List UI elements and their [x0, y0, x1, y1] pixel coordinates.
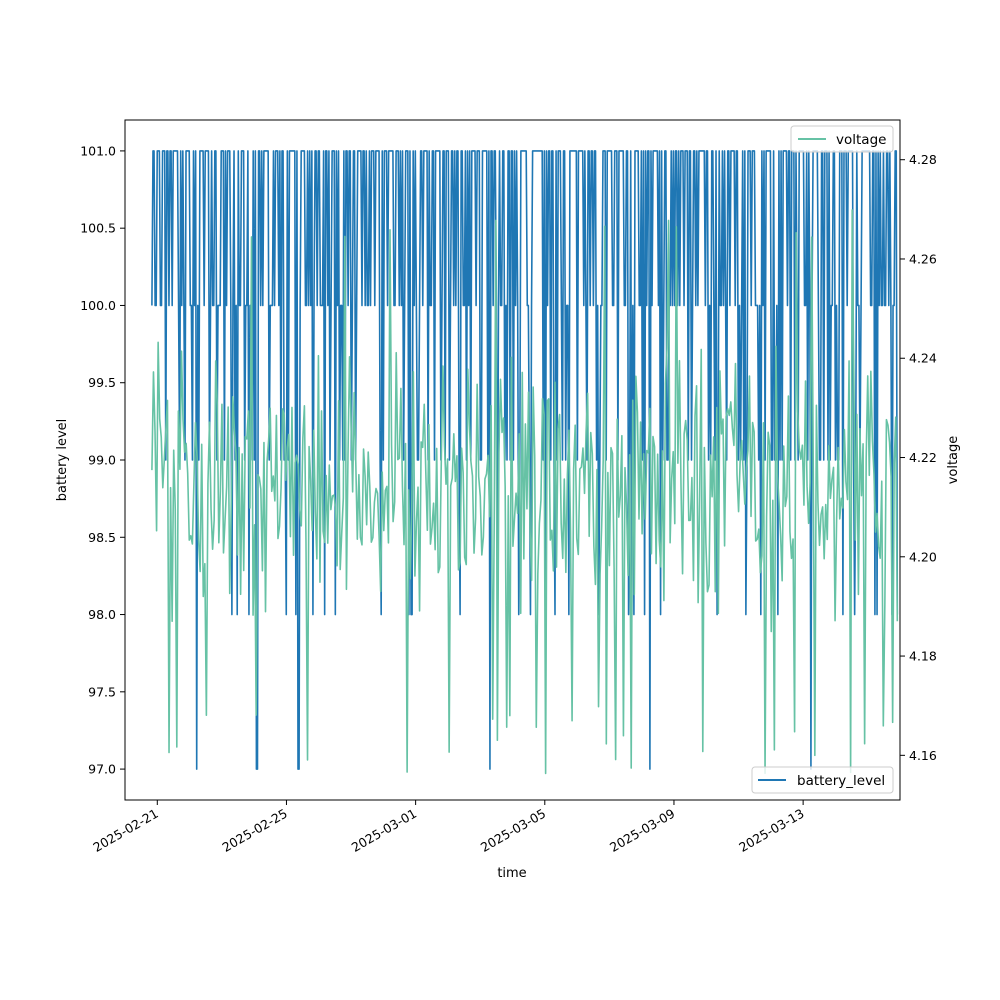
y-right-tick-label: 4.24 — [909, 351, 937, 366]
legend-voltage-box — [790, 125, 894, 153]
y-axis-left: 97.0 97.5 98.0 98.5 99.0 99.5 100.0 100.5 101.0 — [80, 143, 125, 777]
legend-battery-level-label: battery_level — [797, 773, 885, 789]
series-voltage-line — [151, 209, 899, 775]
y-right-tick-label: 4.18 — [909, 649, 937, 664]
legend-voltage-label: voltage — [836, 132, 886, 148]
legend-battery-level-box — [751, 766, 894, 794]
y-axis-left-label: battery level — [55, 419, 70, 502]
y-left-tick-label: 100.5 — [80, 221, 116, 236]
y-left-tick-label: 97.0 — [88, 762, 116, 777]
legend-voltage: voltage — [790, 125, 894, 153]
y-left-tick-label: 98.0 — [88, 607, 116, 622]
y-right-tick-label: 4.16 — [909, 748, 937, 763]
y-axis-right: 4.16 4.18 4.20 4.22 4.24 4.26 4.28 — [900, 152, 937, 763]
legend-battery-level: battery_level — [751, 766, 894, 794]
y-left-tick-label: 97.5 — [88, 684, 116, 699]
y-left-tick-label: 99.5 — [88, 375, 116, 390]
y-left-tick-label: 100.0 — [80, 298, 116, 313]
y-right-tick-label: 4.22 — [909, 450, 937, 465]
x-axis-label: time — [497, 866, 526, 881]
y-left-tick-label: 98.5 — [88, 530, 116, 545]
y-left-tick-label: 99.0 — [88, 453, 116, 468]
y-left-tick-label: 101.0 — [80, 143, 116, 158]
plot-content — [151, 150, 899, 775]
y-right-tick-label: 4.26 — [909, 251, 937, 266]
y-axis-right-label: voltage — [946, 436, 961, 485]
series-battery-level-line — [151, 150, 899, 770]
y-right-tick-label: 4.28 — [909, 152, 937, 167]
y-right-tick-label: 4.20 — [909, 549, 937, 564]
